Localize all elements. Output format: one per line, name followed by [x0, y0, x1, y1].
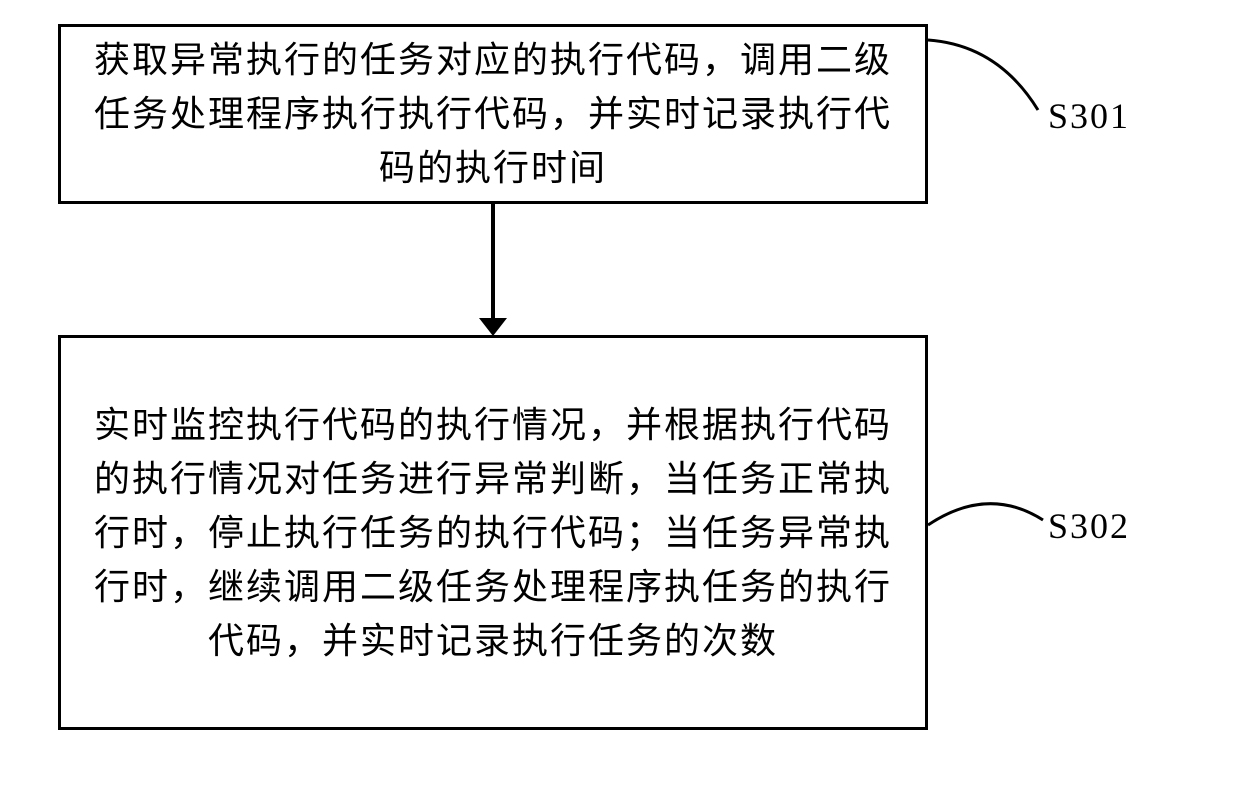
edge-line	[491, 204, 495, 322]
node-1-label: S301	[1048, 95, 1130, 137]
flowchart-node-2: 实时监控执行代码的执行情况，并根据执行代码的执行情况对任务进行异常判断，当任务正…	[58, 335, 928, 730]
label-connector-2	[928, 475, 1058, 545]
node-2-text: 实时监控执行代码的执行情况，并根据执行代码的执行情况对任务进行异常判断，当任务正…	[85, 398, 901, 668]
node-1-text: 获取异常执行的任务对应的执行代码，调用二级任务处理程序执行执行代码，并实时记录执…	[85, 33, 901, 195]
flowchart-node-1: 获取异常执行的任务对应的执行代码，调用二级任务处理程序执行执行代码，并实时记录执…	[58, 24, 928, 204]
edge-arrow-head	[479, 318, 507, 336]
node-2-label: S302	[1048, 505, 1130, 547]
label-connector-1	[928, 30, 1058, 130]
